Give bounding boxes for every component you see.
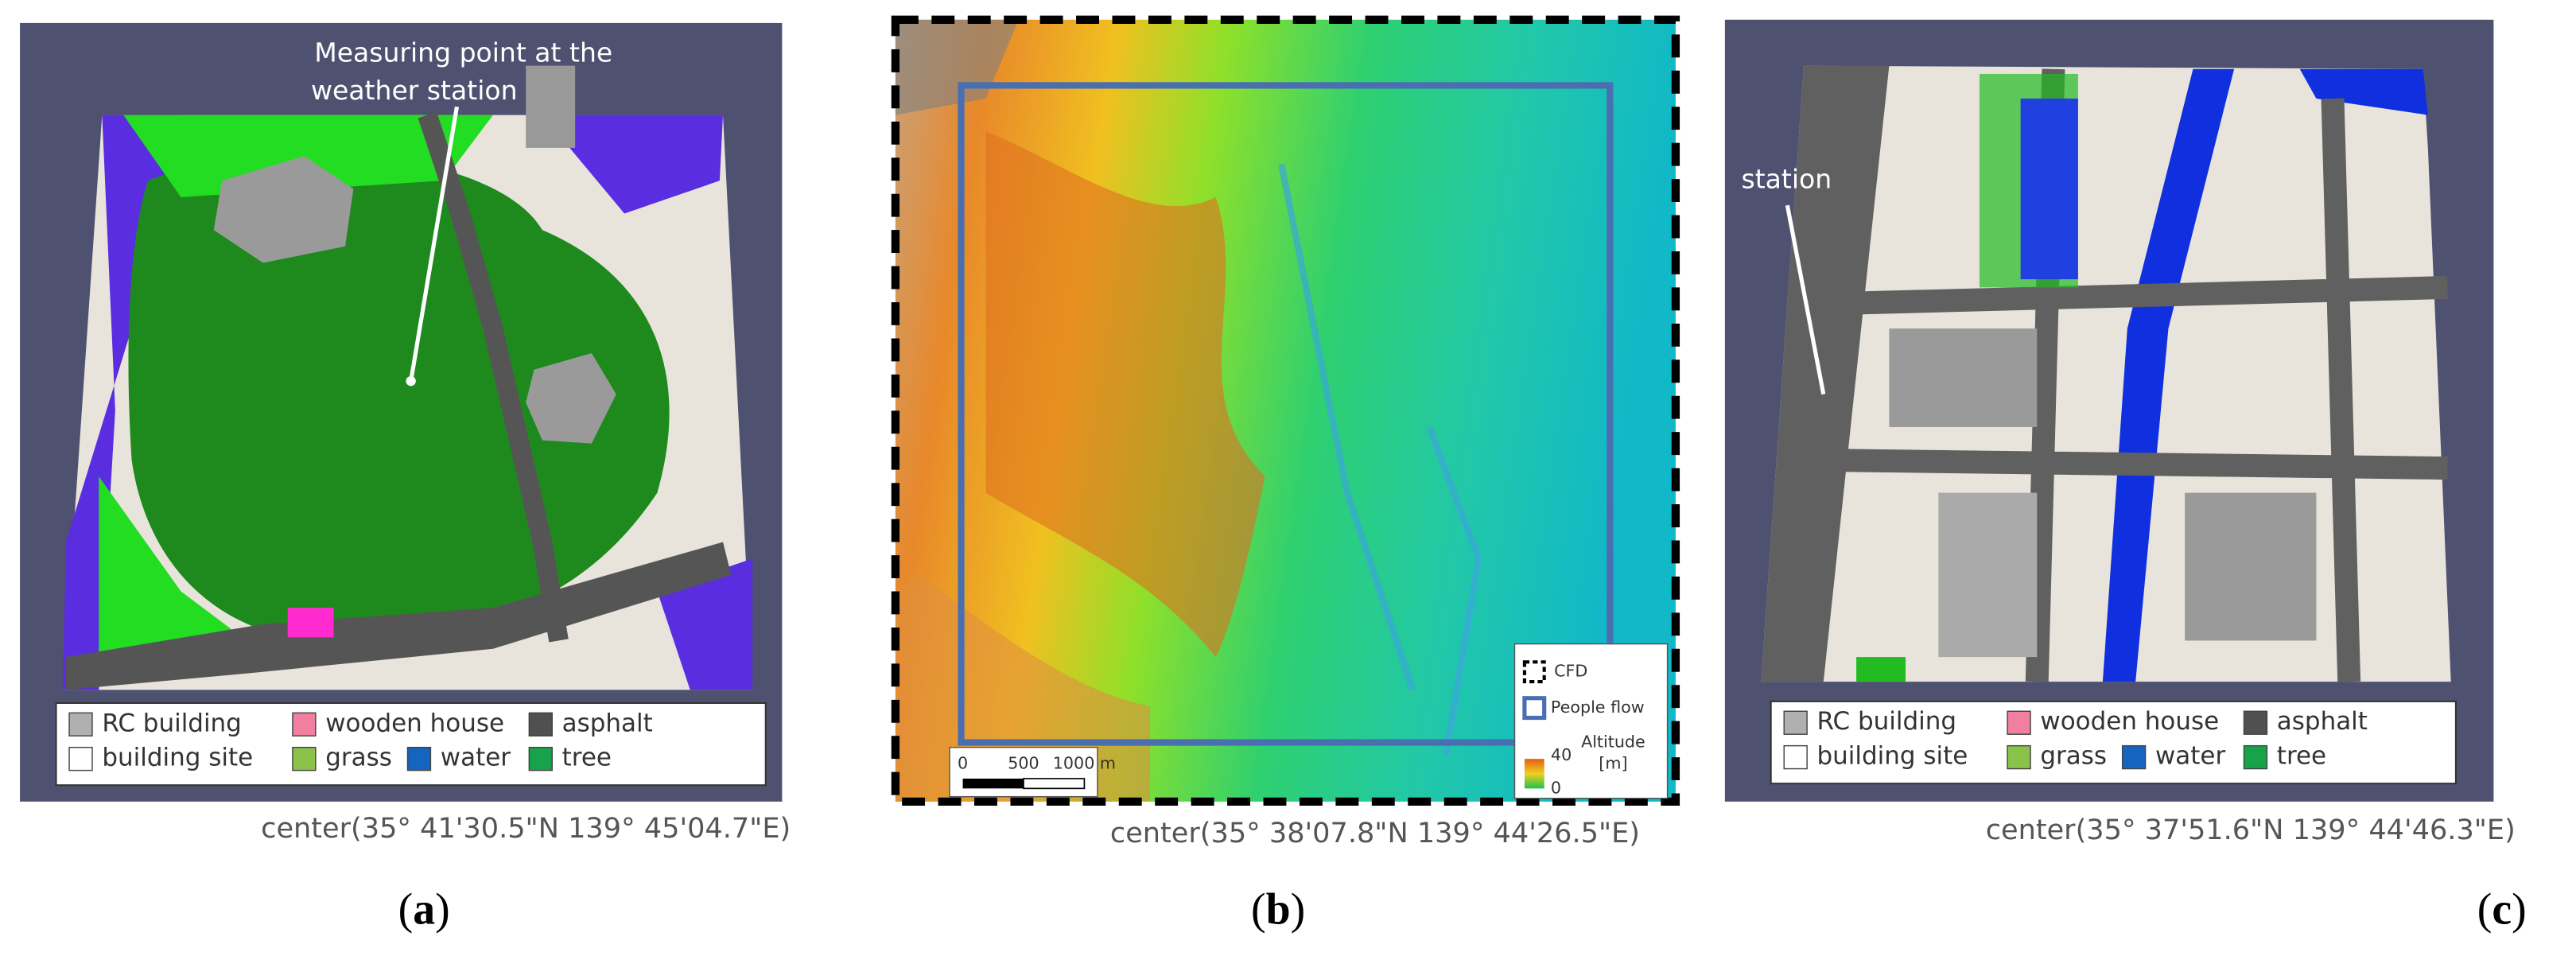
map-feature (2020, 98, 2078, 280)
legend-label: wooden house (325, 709, 504, 737)
map-feature (1023, 778, 1086, 790)
label: ( (2477, 884, 2492, 934)
map-feature (526, 65, 576, 148)
map-feature (99, 476, 247, 658)
legend-label: RC building (102, 709, 241, 737)
label: b (1266, 884, 1291, 934)
label: center(35° 41'30.5"N 139° 45'04.7"E) (261, 812, 791, 845)
legend-label: grass (2040, 742, 2107, 771)
map-feature (542, 115, 724, 214)
map-feature (409, 106, 460, 382)
legend-swatch (2007, 710, 2031, 735)
label: 40 (1551, 745, 1572, 764)
map-feature (406, 375, 416, 387)
legend-box (1770, 700, 2457, 785)
map-feature (287, 608, 334, 638)
legend-swatch (1783, 744, 1808, 770)
map-feature (895, 19, 1019, 115)
legend-label: asphalt (2277, 707, 2368, 736)
legend-label: building site (102, 744, 253, 772)
label: ) (2512, 884, 2527, 934)
label: People flow (1551, 698, 1645, 717)
map-feature: (a) (398, 884, 450, 934)
map-feature (985, 131, 1265, 658)
label: ( (398, 884, 414, 934)
legend-swatch (1783, 710, 1808, 735)
map-feature (1522, 660, 1546, 684)
label: 1000 m (1053, 753, 1116, 772)
map-feature (2185, 492, 2317, 641)
map-feature (657, 558, 753, 690)
label: CFD (1554, 662, 1587, 681)
label: ) (435, 884, 450, 934)
map-feature (1785, 204, 1826, 395)
label: 500 (1008, 753, 1039, 772)
label: 0 (958, 753, 968, 772)
legend-swatch (2007, 744, 2031, 770)
map-feature (1856, 657, 1906, 682)
legend-swatch (2243, 710, 2268, 735)
map-feature: (b) (1251, 884, 1305, 934)
map-feature (123, 115, 493, 197)
map-feature (62, 115, 181, 690)
legend-label: wooden house (2040, 707, 2219, 736)
map-feature (1761, 65, 1890, 682)
map-feature (526, 353, 616, 444)
legend-swatch (68, 746, 93, 771)
label: a (413, 884, 435, 934)
legend-swatch (528, 712, 553, 736)
map-feature (962, 778, 1024, 789)
label: ( (1251, 884, 1266, 934)
legend-label: asphalt (562, 709, 653, 737)
legend-label: building site (1817, 742, 1968, 771)
map-feature (2102, 68, 2235, 682)
map-feature (1278, 163, 1482, 756)
label: Altitude (1581, 733, 1645, 752)
map-feature (1938, 492, 2038, 658)
label: center(35° 37'51.6"N 139° 44'46.3"E) (1986, 814, 2516, 846)
label: center(35° 38'07.8"N 139° 44'26.5"E) (1110, 817, 1640, 849)
legend-label: water (2155, 742, 2226, 771)
panel-a: Measuring point at the weather station R… (20, 22, 791, 934)
legend-label: water (441, 744, 511, 772)
label: 0 (1551, 778, 1561, 797)
map-feature (958, 82, 1614, 746)
label: weather station (311, 75, 518, 106)
label: ) (1291, 884, 1306, 934)
legend-swatch (528, 746, 553, 771)
legend-label: tree (2277, 742, 2326, 771)
map-feature (2299, 68, 2428, 115)
legend-swatch (292, 746, 317, 771)
map-feature (213, 156, 354, 263)
label: station (1742, 164, 1832, 195)
legend-swatch (68, 712, 93, 736)
panel-c: station RC building wooden house asphalt bu… (1724, 19, 2527, 934)
map-feature (1522, 696, 1547, 721)
panel-b: 0 500 1000 m CFD People flow 40 0 Altitu… (891, 15, 1680, 934)
label: c (2492, 884, 2512, 934)
map-feature (418, 111, 569, 643)
legend: RC building wooden house asphalt building s… (1770, 700, 2457, 785)
legend-swatch (406, 746, 432, 771)
legend-label: tree (562, 744, 612, 772)
legend: RC building wooden house asphalt building s… (55, 701, 767, 787)
map-feature (1889, 328, 2038, 427)
map-feature: (c) (2477, 884, 2527, 934)
legend-label: grass (325, 744, 392, 772)
legend-swatch (292, 712, 317, 736)
legend-swatch (2121, 744, 2147, 770)
label: Measuring point at the (314, 37, 612, 68)
map-feature (1806, 68, 2448, 682)
label: [m] (1599, 753, 1627, 772)
legend-swatch (2243, 744, 2268, 770)
map-feature (65, 542, 732, 690)
map-feature (1524, 759, 1544, 789)
legend-label: RC building (1817, 707, 1956, 736)
legend-box (55, 701, 767, 787)
